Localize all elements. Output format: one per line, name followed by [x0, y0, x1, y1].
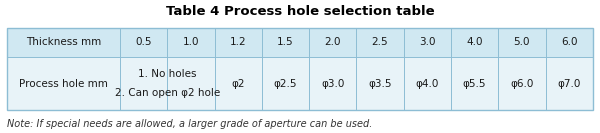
Text: 1.5: 1.5	[277, 37, 294, 47]
Text: 1. No holes: 1. No holes	[138, 69, 196, 79]
Text: 4.0: 4.0	[466, 37, 483, 47]
Text: 2.0: 2.0	[325, 37, 341, 47]
Text: φ2.5: φ2.5	[274, 79, 297, 89]
Text: 2. Can open φ2 hole: 2. Can open φ2 hole	[115, 88, 220, 98]
Text: Thickness mm: Thickness mm	[26, 37, 101, 47]
Bar	[7, 28, 593, 110]
Text: φ3.0: φ3.0	[321, 79, 344, 89]
Text: Process hole mm: Process hole mm	[19, 79, 108, 89]
Text: 0.5: 0.5	[136, 37, 152, 47]
Text: 3.0: 3.0	[419, 37, 436, 47]
Text: Note: If special needs are allowed, a larger grade of aperture can be used.: Note: If special needs are allowed, a la…	[7, 119, 373, 129]
Bar	[7, 28, 593, 110]
Bar	[7, 28, 593, 57]
Text: φ2: φ2	[232, 79, 245, 89]
Text: φ6.0: φ6.0	[510, 79, 533, 89]
Text: 5.0: 5.0	[514, 37, 530, 47]
Text: Table 4 Process hole selection table: Table 4 Process hole selection table	[166, 5, 434, 18]
Text: φ7.0: φ7.0	[557, 79, 581, 89]
Text: 1.2: 1.2	[230, 37, 247, 47]
Text: φ5.5: φ5.5	[463, 79, 487, 89]
Text: 6.0: 6.0	[561, 37, 577, 47]
Text: 1.0: 1.0	[182, 37, 199, 47]
Text: 2.5: 2.5	[372, 37, 388, 47]
Text: φ3.5: φ3.5	[368, 79, 392, 89]
Text: φ4.0: φ4.0	[416, 79, 439, 89]
